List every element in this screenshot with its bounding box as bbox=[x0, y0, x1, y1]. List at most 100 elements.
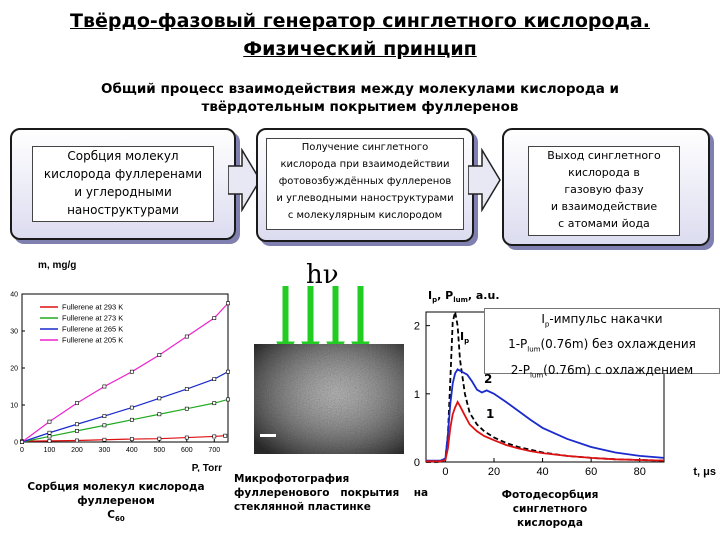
data-point bbox=[75, 429, 79, 433]
y-tick-label: 10 bbox=[10, 403, 18, 410]
flow-box2-line: и углеводными наноструктурами bbox=[276, 193, 454, 204]
micrograph-texture bbox=[254, 344, 404, 454]
micrograph-caption-line: фуллеренового покрытия на bbox=[234, 487, 429, 499]
data-point bbox=[226, 301, 230, 306]
flow-arrow-2 bbox=[468, 148, 501, 212]
data-point bbox=[102, 423, 107, 428]
data-point bbox=[157, 412, 162, 417]
flow-box-sorption-text: Сорбция молекул кислорода фуллеренами и … bbox=[32, 146, 214, 222]
y-tick-label: 0 bbox=[414, 457, 420, 469]
kinetics-ylabel: Ip, Plum, a.u. bbox=[428, 289, 500, 304]
micrograph-scale-bar bbox=[260, 434, 276, 437]
data-point bbox=[129, 437, 134, 441]
flow-arrow-1 bbox=[228, 148, 261, 212]
flow-box1-line: Сорбция молекул bbox=[67, 149, 179, 163]
flow-box3-line: кислорода в bbox=[568, 166, 640, 179]
ylabel-sub: p bbox=[432, 296, 438, 305]
page-title-line2: Физический принцип bbox=[243, 38, 477, 60]
x-tick-label: 300 bbox=[99, 447, 111, 454]
data-point bbox=[184, 334, 189, 339]
ylabel-part: , P bbox=[437, 289, 454, 302]
legend-text: 1-P bbox=[508, 337, 528, 352]
series-curve bbox=[426, 400, 665, 463]
series-curve bbox=[426, 368, 665, 462]
data-point bbox=[184, 435, 189, 440]
micrograph-caption-line: стеклянной пластинке bbox=[234, 501, 371, 513]
fullerene-micrograph bbox=[254, 344, 404, 454]
flow-box-output-text: Выход синглетного кислорода в газовую фа… bbox=[528, 146, 680, 236]
data-point bbox=[212, 401, 217, 406]
legend-text: (0.76m) с охлаждением bbox=[543, 362, 694, 377]
kinetics-chart: 0 20 40 60 80 0 1 2 t, μs bbox=[414, 311, 716, 478]
y-axis-label: m, mg/g bbox=[38, 260, 76, 271]
sorption-caption: Сорбция молекул кислорода фуллереном C60 bbox=[16, 480, 216, 526]
micrograph-caption: Микрофотография фуллеренового покрытия н… bbox=[234, 472, 434, 514]
legend-entry: Fullerene at 293 K bbox=[62, 303, 123, 312]
y-tick-label: 2 bbox=[414, 321, 420, 333]
data-point bbox=[157, 396, 162, 401]
y-tick-label: 1 bbox=[414, 389, 420, 401]
legend-sub: p bbox=[544, 320, 550, 329]
data-point bbox=[102, 437, 107, 442]
legend-line-ip: Ip-импульс накачки bbox=[485, 309, 719, 334]
x-tick-label: 700 bbox=[208, 447, 220, 454]
flow-box-generation: Получение синглетного кислорода при взаи… bbox=[256, 128, 474, 242]
x-tick-label: 600 bbox=[181, 447, 193, 454]
legend-entry: Fullerene at 205 K bbox=[62, 336, 123, 345]
flow-box3-line: и взаимодействие bbox=[550, 200, 658, 213]
flow-box1-line: наноструктурами bbox=[67, 203, 179, 217]
light-arrow-4 bbox=[357, 286, 364, 347]
page-title: Твёрдо-фазовый генератор синглетного кис… bbox=[70, 10, 650, 32]
data-point bbox=[157, 353, 162, 357]
legend-line-2: 2-Plum(0.76m) с охлаждением bbox=[485, 360, 719, 385]
kinetics-legend: Ip-импульс накачки 1-Plum(0.76m) без охл… bbox=[484, 308, 720, 379]
legend-sub: lum bbox=[529, 371, 544, 380]
kinetics-caption: Фотодесорбция синглетного кислорода bbox=[470, 488, 630, 530]
flow-box2-line: Получение синглетного bbox=[301, 142, 429, 153]
y-tick-label: 40 bbox=[10, 292, 18, 299]
flow-box3-line: с атомами йода bbox=[558, 217, 650, 230]
x-tick-label: 0 bbox=[442, 466, 448, 478]
data-point bbox=[157, 436, 162, 441]
data-point bbox=[47, 434, 52, 439]
flow-box-output: Выход синглетного кислорода в газовую фа… bbox=[502, 128, 710, 246]
legend-line-1: 1-Plum(0.76m) без охлаждения bbox=[485, 334, 719, 359]
data-point bbox=[212, 316, 217, 320]
data-point bbox=[184, 406, 189, 411]
data-point bbox=[47, 430, 52, 435]
y-tick-label: 0 bbox=[14, 440, 18, 447]
series-line bbox=[21, 435, 226, 442]
sorption-caption-line2: фуллереном bbox=[16, 494, 216, 508]
x-tick-label: 100 bbox=[44, 447, 56, 454]
x-tick-label: 60 bbox=[585, 466, 597, 478]
legend-text: -импульс накачки bbox=[549, 312, 663, 326]
data-point bbox=[212, 377, 217, 382]
data-point bbox=[226, 369, 230, 374]
annotation-ip-text: I bbox=[460, 330, 465, 343]
x-tick-label: 400 bbox=[126, 447, 138, 454]
subtitle-line1: Общий процесс взаимодействия между молек… bbox=[101, 81, 619, 97]
sorption-chart: 0 100 200 300 400 500 600 700 0 10 20 30 40 m, mg/g P,… bbox=[10, 260, 230, 472]
light-arrow-2 bbox=[307, 286, 314, 347]
c60-subscript: 60 bbox=[114, 515, 125, 524]
flow-box3-line: Выход синглетного bbox=[547, 149, 661, 162]
data-point bbox=[129, 417, 134, 422]
y-tick-label: 20 bbox=[10, 366, 18, 373]
annotation-curve-2: 2 bbox=[484, 372, 493, 386]
kinetics-caption-line: кислорода bbox=[517, 517, 583, 529]
legend-text: I bbox=[541, 312, 545, 326]
legend-sub: lum bbox=[527, 345, 541, 354]
data-point bbox=[226, 397, 230, 402]
annotation-curve-1: 1 bbox=[486, 407, 495, 421]
sorption-caption-text: фуллереном bbox=[77, 495, 155, 507]
x-axis-label: P, Torr bbox=[192, 463, 222, 472]
legend-entry: Fullerene at 273 K bbox=[62, 314, 123, 323]
data-point bbox=[102, 414, 107, 419]
flow-box-generation-text: Получение синглетного кислорода при взаи… bbox=[266, 138, 464, 230]
x-tick-label: 20 bbox=[488, 466, 500, 478]
data-point bbox=[102, 384, 107, 389]
data-point bbox=[223, 433, 228, 438]
micrograph-caption-line: Микрофотография bbox=[234, 473, 350, 485]
annotation-ip: Ip bbox=[460, 330, 469, 345]
kinetics-caption-line: Фотодесорбция синглетного bbox=[501, 489, 599, 515]
